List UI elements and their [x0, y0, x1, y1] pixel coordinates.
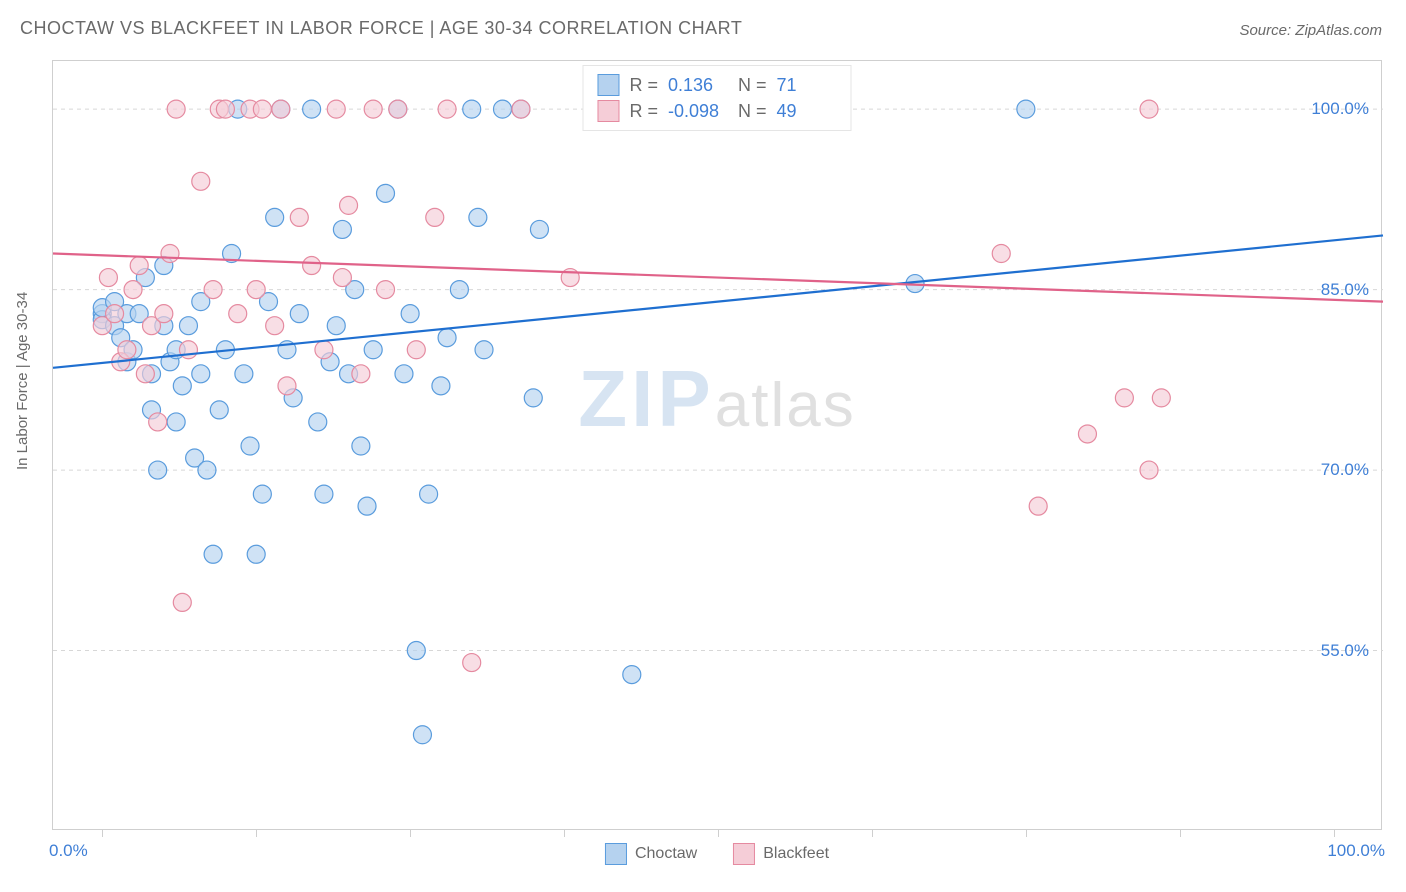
x-tick [872, 829, 873, 837]
stat-label-N: N = [738, 101, 767, 122]
swatch-icon [733, 843, 755, 865]
stat-label-R: R = [629, 75, 658, 96]
x-tick [718, 829, 719, 837]
legend-item-choctaw: Choctaw [605, 843, 697, 865]
stat-value-N: 71 [777, 75, 837, 96]
series-legend: Choctaw Blackfeet [605, 843, 829, 865]
x-tick [102, 829, 103, 837]
x-tick [1180, 829, 1181, 837]
regression-line-blackfeet [53, 254, 1383, 302]
legend-item-blackfeet: Blackfeet [733, 843, 829, 865]
stat-value-R: -0.098 [668, 101, 728, 122]
swatch-icon [597, 74, 619, 96]
y-axis-label: In Labor Force | Age 30-34 [14, 292, 31, 470]
stat-label-N: N = [738, 75, 767, 96]
chart-plot-area: ZIPatlas R = 0.136 N = 71R = -0.098 N = … [52, 60, 1382, 830]
x-tick [1026, 829, 1027, 837]
y-tick-label: 85.0% [1321, 280, 1369, 300]
x-axis-min-label: 0.0% [49, 841, 88, 861]
stat-value-N: 49 [777, 101, 837, 122]
x-tick [1334, 829, 1335, 837]
legend-label: Choctaw [635, 845, 697, 863]
y-tick-label: 100.0% [1311, 99, 1369, 119]
stat-row-blackfeet: R = -0.098 N = 49 [597, 98, 836, 124]
x-tick [256, 829, 257, 837]
regression-line-layer [53, 61, 1381, 829]
x-tick [410, 829, 411, 837]
y-tick-label: 55.0% [1321, 641, 1369, 661]
x-axis-max-label: 100.0% [1327, 841, 1385, 861]
page-title: CHOCTAW VS BLACKFEET IN LABOR FORCE | AG… [20, 18, 742, 39]
legend-label: Blackfeet [763, 845, 829, 863]
source-credit: Source: ZipAtlas.com [1239, 22, 1382, 39]
y-tick-label: 70.0% [1321, 460, 1369, 480]
swatch-icon [597, 100, 619, 122]
swatch-icon [605, 843, 627, 865]
stat-row-choctaw: R = 0.136 N = 71 [597, 72, 836, 98]
stat-value-R: 0.136 [668, 75, 728, 96]
correlation-stats-legend: R = 0.136 N = 71R = -0.098 N = 49 [582, 65, 851, 131]
regression-line-choctaw [53, 235, 1383, 367]
stat-label-R: R = [629, 101, 658, 122]
x-tick [564, 829, 565, 837]
